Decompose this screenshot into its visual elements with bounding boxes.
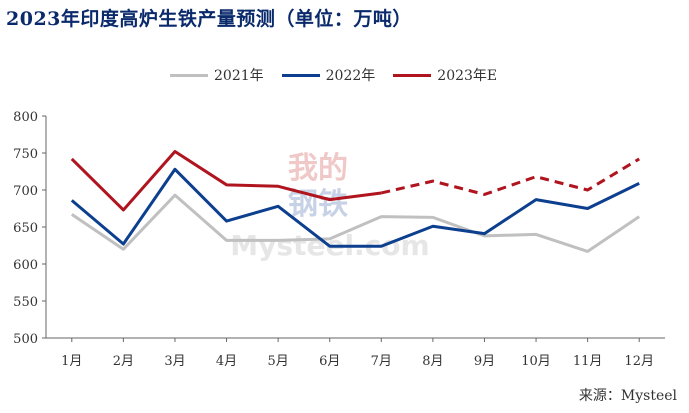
legend-label: 2023年E [437, 68, 498, 84]
legend-item: 2023年E [393, 65, 497, 85]
y-tick-label: 500 [13, 332, 38, 347]
x-tick-label: 2月 [113, 354, 134, 369]
legend-label: 2021年 [214, 68, 264, 84]
legend-label: 2022年 [325, 68, 376, 84]
legend-item: 2022年 [281, 65, 376, 85]
x-tick-label: 8月 [422, 354, 443, 369]
x-tick-label: 1月 [61, 354, 82, 369]
series-line-dashed-2 [380, 157, 640, 196]
x-tick-label: 10月 [521, 354, 551, 369]
y-tick-label: 600 [13, 258, 38, 273]
x-tick-label: 9月 [474, 354, 495, 369]
chart-title: 2023年印度高炉生铁产量预测（单位：万吨） [6, 8, 412, 30]
y-tick-label: 700 [13, 184, 38, 199]
series-line-0 [70, 193, 641, 253]
legend-swatch [170, 73, 208, 77]
x-tick-label: 5月 [267, 354, 288, 369]
y-tick-label: 550 [13, 295, 38, 310]
legend: 2021年 2022年 2023年E [170, 64, 497, 86]
x-tick-label: 11月 [573, 354, 603, 369]
x-tick-label: 6月 [319, 354, 340, 369]
y-tick-label: 650 [13, 221, 38, 236]
watermark-top: 我的 [288, 151, 348, 186]
y-tick-label: 800 [13, 110, 38, 125]
legend-item: 2021年 [170, 65, 264, 85]
x-tick-label: 3月 [164, 354, 185, 369]
x-tick-label: 7月 [371, 354, 392, 369]
y-tick-label: 750 [13, 147, 38, 162]
x-tick-label: 4月 [216, 354, 237, 369]
x-tick-label: 12月 [624, 354, 654, 369]
source-note: 来源：Mysteel [578, 388, 677, 404]
series-line-1 [70, 167, 640, 248]
legend-swatch [393, 73, 432, 77]
legend-swatch [281, 73, 320, 77]
